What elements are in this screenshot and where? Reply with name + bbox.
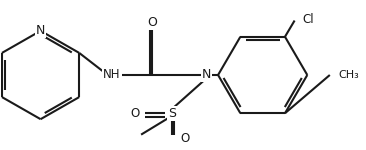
Text: NH: NH	[103, 69, 121, 81]
Text: O: O	[130, 107, 139, 120]
Text: N: N	[36, 24, 45, 37]
Text: O: O	[147, 15, 157, 28]
Text: Cl: Cl	[303, 13, 314, 26]
Text: N: N	[202, 69, 211, 81]
Text: O: O	[180, 132, 189, 145]
Text: S: S	[168, 107, 176, 120]
Text: CH₃: CH₃	[338, 70, 359, 80]
